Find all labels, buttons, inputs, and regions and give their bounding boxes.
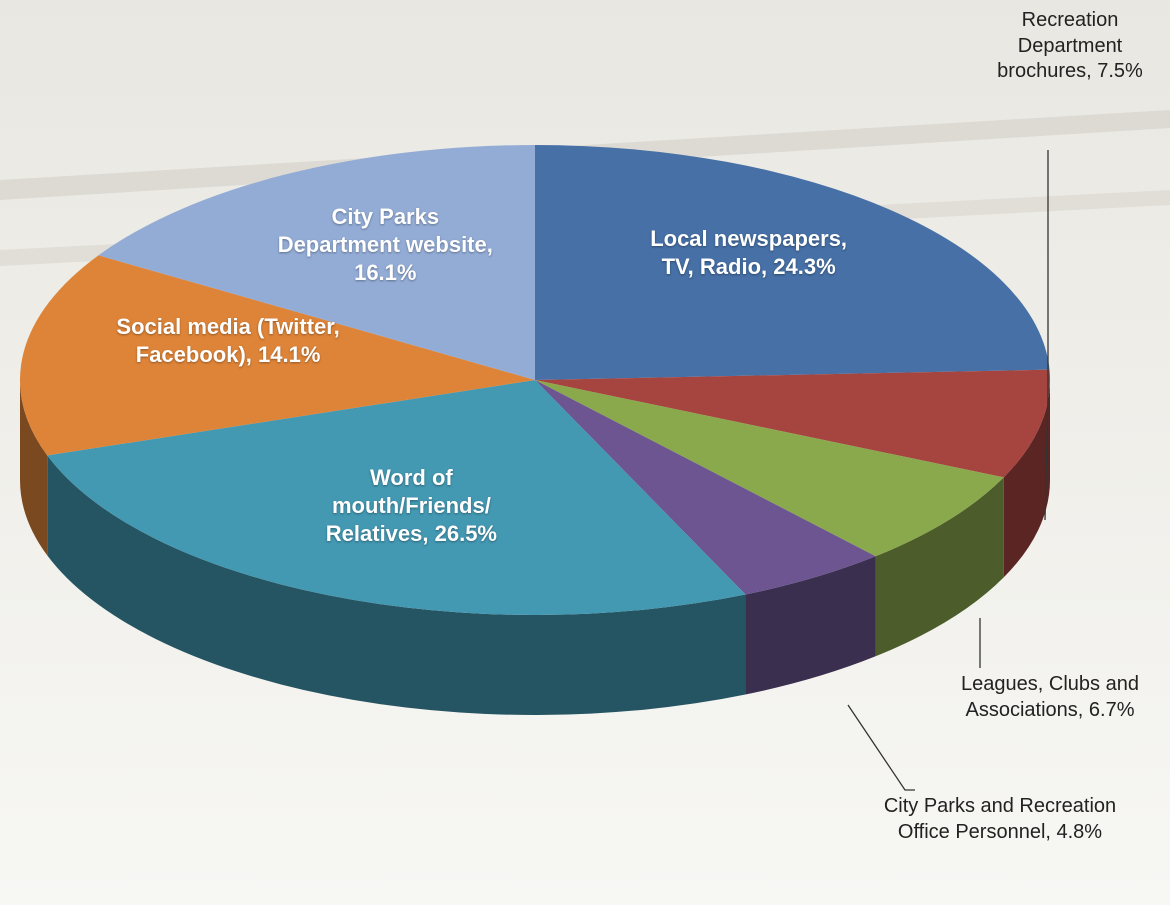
leader-line: [1044, 150, 1049, 521]
slice: [98, 145, 535, 380]
label-box: Local newspapers, TV, Radio, 24.3%: [650, 225, 848, 279]
slice-side: [875, 477, 1004, 657]
data-label: Leagues, Clubs and Associations, 6.7%: [961, 673, 1139, 721]
label-box: City Parks and Recreation Office Personn…: [883, 795, 1117, 843]
slice: [535, 145, 1050, 380]
slice-side: [20, 380, 48, 556]
label-box: Word of mouth/Friends/ Relatives, 26.5%: [325, 464, 497, 546]
label-box: Recreation Department brochures, 7.5%: [997, 9, 1143, 83]
slice: [535, 380, 876, 595]
labels: Local newspapers, TV, Radio, 24.3% Recrea…: [116, 9, 1143, 843]
slice-side: [47, 455, 746, 716]
data-label: City Parks and Recreation Office Personn…: [883, 795, 1117, 843]
slice: [535, 369, 1050, 478]
slice: [20, 255, 536, 456]
data-label: City Parks Department website, 16.1%: [277, 203, 493, 285]
data-label: Recreation Department brochures, 7.5%: [997, 9, 1143, 83]
slice-side: [745, 556, 876, 695]
pie-sides: [20, 380, 1050, 716]
pie-tops: [20, 145, 1050, 616]
label-box: Leagues, Clubs and Associations, 6.7%: [961, 673, 1139, 721]
data-label: Local newspapers, TV, Radio, 24.3%: [650, 225, 848, 279]
slice: [535, 380, 1004, 557]
data-label: Word of mouth/Friends/ Relatives, 26.5%: [325, 464, 497, 546]
label-box: Social media (Twitter, Facebook), 14.1%: [116, 314, 340, 368]
label-box: City Parks Department website, 16.1%: [277, 203, 493, 285]
slice-side: [1003, 380, 1050, 578]
data-label: Social media (Twitter, Facebook), 14.1%: [116, 314, 340, 368]
leader-line: [847, 704, 915, 791]
slice: [47, 380, 746, 616]
